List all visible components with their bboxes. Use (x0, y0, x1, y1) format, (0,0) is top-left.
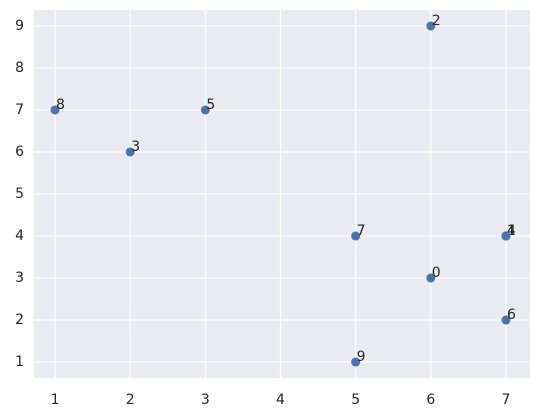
point (351, 231, 361, 241)
y-tick-label: 6 (15, 144, 24, 160)
x-tick-label: 1 (51, 392, 60, 408)
x-tick-label: 7 (501, 392, 510, 408)
point-label: 3 (131, 139, 140, 155)
y-tick-label: 9 (15, 18, 24, 34)
y-tick-label: 3 (15, 270, 24, 286)
y-tick-label: 2 (15, 312, 24, 328)
point (50, 105, 60, 115)
y-tick-label: 1 (15, 354, 24, 370)
point (200, 105, 210, 115)
y-tick-label: 5 (15, 186, 24, 202)
point (125, 147, 135, 157)
point-label: 7 (357, 223, 366, 239)
point-label: 5 (206, 97, 215, 113)
point (501, 231, 511, 241)
x-tick-label: 4 (276, 392, 285, 408)
point-label: 2 (432, 13, 441, 29)
y-tick-label: 7 (15, 102, 24, 118)
point (426, 273, 436, 283)
x-tick-label: 2 (126, 392, 135, 408)
point-label: 0 (432, 265, 441, 281)
point-label: 1 (507, 223, 516, 239)
point (351, 357, 361, 367)
point (426, 21, 436, 31)
point-label: 8 (56, 97, 65, 113)
x-tick-label: 6 (426, 392, 435, 408)
y-tick-label: 8 (15, 60, 24, 76)
x-tick-label: 3 (201, 392, 210, 408)
x-tick-label: 5 (351, 392, 360, 408)
point-label: 9 (357, 349, 366, 365)
y-tick-label: 4 (15, 228, 24, 244)
point-label: 4 (507, 223, 516, 239)
point-label: 6 (507, 307, 516, 323)
point (501, 315, 511, 325)
